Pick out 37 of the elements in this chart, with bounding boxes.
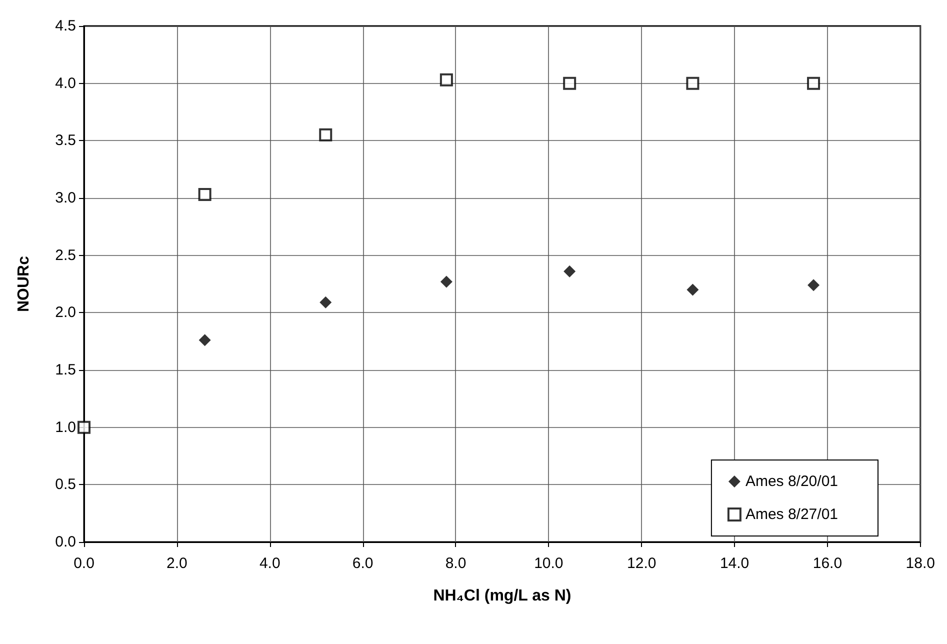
point — [686, 284, 699, 296]
y-tick-label: 1.0 — [55, 418, 76, 436]
point — [198, 334, 211, 346]
y-tick-label: 2.0 — [55, 304, 76, 322]
y-tick-label: 0.0 — [55, 534, 76, 550]
x-tick-label: 4.0 — [259, 555, 280, 572]
point — [808, 279, 820, 292]
x-tick-label: 0.0 — [74, 555, 94, 572]
y-tick-label: 4.0 — [55, 74, 76, 92]
point — [440, 276, 452, 288]
legend-label: Ames 8/27/01 — [745, 506, 838, 523]
x-tick-label: 6.0 — [352, 555, 374, 572]
point — [440, 73, 453, 86]
y-tick-label: 3.5 — [55, 132, 76, 150]
point — [198, 188, 212, 202]
x-tick-label: 8.0 — [445, 555, 466, 572]
y-axis-title: NOURc — [16, 256, 32, 312]
legend-label: Ames 8/20/01 — [745, 473, 838, 490]
y-tick-label: 0.5 — [55, 476, 76, 494]
y-tick-label: 1.5 — [55, 362, 76, 378]
x-tick-label: 18.0 — [906, 555, 936, 572]
point — [320, 296, 332, 308]
point — [319, 128, 332, 142]
x-tick-label: 2.0 — [166, 555, 188, 572]
x-axis-title: NH₄Cl (mg/L as N) — [433, 588, 572, 604]
x-tick-label: 10.0 — [534, 555, 564, 572]
y-tick-label: 3.0 — [55, 190, 76, 206]
y-tick-label: 2.5 — [55, 246, 76, 264]
point — [78, 420, 90, 434]
point — [564, 265, 576, 278]
point — [686, 76, 700, 90]
x-tick-label: 16.0 — [812, 555, 842, 572]
point — [807, 76, 820, 90]
x-tick-label: 14.0 — [720, 555, 750, 572]
point — [563, 76, 576, 90]
x-tick-label: 12.0 — [627, 555, 656, 572]
y-tick-label: 4.5 — [55, 18, 76, 34]
